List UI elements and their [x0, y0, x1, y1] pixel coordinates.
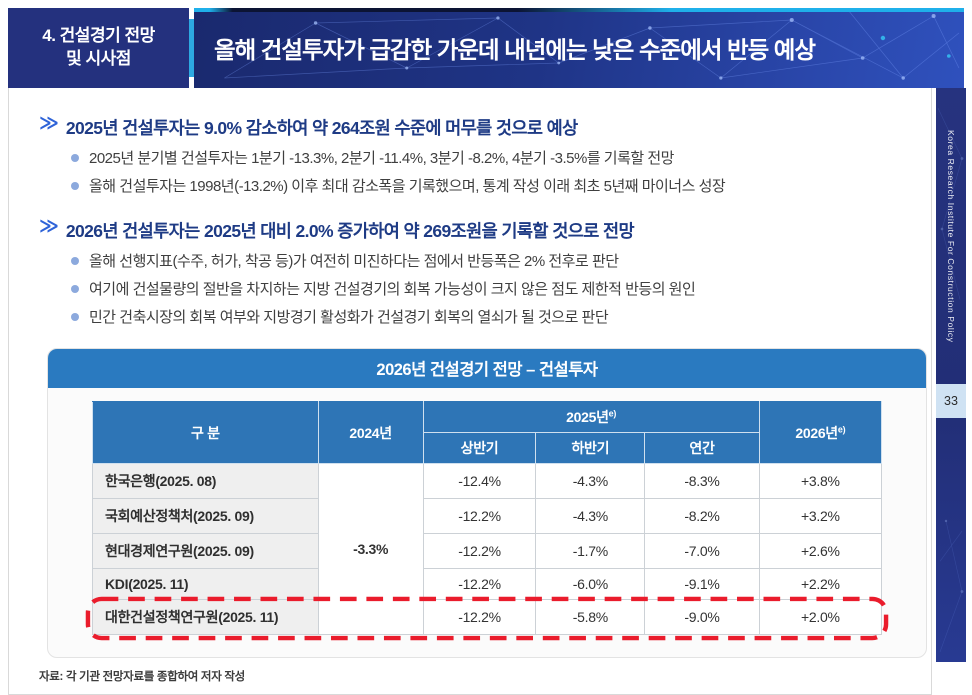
value-cell: -8.2%	[644, 498, 760, 534]
page-number-badge: 33	[936, 384, 966, 418]
value-cell: -12.2%	[422, 498, 537, 534]
col-header-2026: 2026년e)	[758, 401, 883, 464]
section-title-line1: 4. 건설경기 전망	[42, 26, 155, 46]
org-cell: KDI(2025. 11)	[92, 568, 319, 600]
bullet-icon	[71, 257, 79, 265]
section-2026-forecast: ≫ 2026년 건설투자는 2025년 대비 2.0% 증가하여 약 269조원…	[39, 216, 923, 328]
header-banner: 올해 건설투자가 급감한 가운데 내년에는 낮은 수준에서 반등 예상	[194, 8, 964, 88]
bullet-item: 올해 건설투자는 1998년(-13.2%) 이후 최대 감소폭을 기록했으며,…	[71, 176, 923, 197]
main-content: ≫ 2025년 건설투자는 9.0% 감소하여 약 264조원 수준에 머무를 …	[8, 88, 932, 695]
section-heading: 2026년 건설투자는 2025년 대비 2.0% 증가하여 약 269조원을 …	[65, 221, 635, 241]
org-cell: 현대경제연구원(2025. 09)	[92, 533, 319, 569]
table-row-highlighted: 대한건설정책연구원(2025. 11) -12.2% -5.8% -9.0% +…	[92, 599, 883, 635]
org-cell: 대한건설정책연구원(2025. 11)	[92, 599, 319, 635]
bullet-item: 민간 건축시장의 회복 여부와 지방경기 활성화가 건설경기 회복의 열쇠가 될…	[71, 307, 923, 328]
col-header-2025-label: 2025년	[566, 409, 609, 425]
network-pattern-icon	[937, 108, 964, 653]
col-header-annual: 연간	[644, 432, 760, 464]
col-header-first-half: 상반기	[422, 432, 537, 464]
bullet-text: 올해 선행지표(수주, 허가, 착공 등)가 여전히 미진하다는 점에서 반등폭…	[89, 253, 619, 270]
value-cell: -7.0%	[644, 533, 760, 569]
value-cell: +2.6%	[758, 533, 883, 569]
bullet-item: 올해 선행지표(수주, 허가, 착공 등)가 여전히 미진하다는 점에서 반등폭…	[71, 251, 923, 272]
estimate-superscript: e)	[837, 423, 846, 434]
institute-name-vertical: Korea Research Institute For Constructio…	[946, 130, 956, 343]
value-cell: -4.3%	[535, 498, 646, 534]
value-cell: -9.1%	[644, 568, 760, 600]
bullet-item: 여기에 건설물량의 절반을 차지하는 지방 건설경기의 회복 가능성이 크지 않…	[71, 279, 923, 300]
slide: 4. 건설경기 전망 및 시사점	[8, 8, 966, 695]
value-cell: +3.8%	[758, 463, 883, 499]
value-cell: +2.0%	[758, 599, 883, 635]
forecast-table: 구 분 2024년 2025년e) 2026년e) 상반기 하반기 연간	[92, 401, 883, 635]
value-cell: -8.3%	[644, 463, 760, 499]
value-cell: -5.8%	[535, 599, 646, 635]
value-cell: -12.4%	[422, 463, 537, 499]
col-header-category: 구 분	[92, 401, 319, 464]
table-row: 현대경제연구원(2025. 09) -12.2% -1.7% -7.0% +2.…	[92, 533, 883, 569]
bullet-text: 민간 건축시장의 회복 여부와 지방경기 활성화가 건설경기 회복의 열쇠가 될…	[89, 309, 609, 326]
bullet-item: 2025년 분기별 건설투자는 1분기 -13.3%, 2분기 -11.4%, …	[71, 148, 923, 169]
page-number: 33	[944, 394, 958, 408]
source-note: 자료: 각 기관 전망자료를 종합하여 저자 작성	[39, 671, 245, 683]
table-title: 2026년 건설경기 전망 – 건설투자	[48, 349, 926, 388]
bullet-text: 올해 건설투자는 1998년(-13.2%) 이후 최대 감소폭을 기록했으며,…	[89, 178, 726, 195]
section-title-line2: 및 시사점	[66, 49, 131, 68]
estimate-superscript: e)	[608, 408, 617, 419]
value-cell: -12.2%	[422, 599, 537, 635]
double-chevron-icon: ≫	[39, 216, 59, 237]
section-heading: 2025년 건설투자는 9.0% 감소하여 약 264조원 수준에 머무를 것으…	[65, 118, 578, 138]
slide-title: 올해 건설투자가 급감한 가운데 내년에는 낮은 수준에서 반등 예상	[214, 37, 816, 63]
bullet-icon	[71, 154, 79, 162]
section-title-box: 4. 건설경기 전망 및 시사점	[8, 8, 189, 88]
header: 4. 건설경기 전망 및 시사점	[8, 8, 964, 88]
network-pattern-icon	[224, 8, 960, 80]
bullet-icon	[71, 285, 79, 293]
col-header-2025: 2025년e)	[422, 401, 760, 433]
value-cell: -12.2%	[422, 568, 537, 600]
table-row: 한국은행(2025. 08) -3.3% -12.4% -4.3% -8.3% …	[92, 463, 883, 635]
header-divider	[189, 19, 194, 77]
org-cell: 한국은행(2025. 08)	[92, 463, 319, 499]
value-cell: +3.2%	[758, 498, 883, 534]
value-cell: +2.2%	[758, 568, 883, 600]
org-cell: 국회예산정책처(2025. 09)	[92, 498, 319, 534]
value-cell: -6.0%	[535, 568, 646, 600]
value-2024-merged-cell: -3.3%	[317, 463, 424, 635]
value-cell: -4.3%	[535, 463, 646, 499]
bullet-icon	[71, 182, 79, 190]
double-chevron-icon: ≫	[39, 113, 59, 134]
section-2025-forecast: ≫ 2025년 건설투자는 9.0% 감소하여 약 264조원 수준에 머무를 …	[39, 113, 923, 197]
bullet-text: 2025년 분기별 건설투자는 1분기 -13.3%, 2분기 -11.4%, …	[89, 150, 674, 167]
col-header-second-half: 하반기	[535, 432, 646, 464]
table-row: KDI(2025. 11) -12.2% -6.0% -9.1% +2.2%	[92, 568, 883, 600]
table-row: 국회예산정책처(2025. 09) -12.2% -4.3% -8.2% +3.…	[92, 498, 883, 534]
col-header-2026-label: 2026년	[795, 424, 838, 441]
value-cell: -9.0%	[644, 599, 760, 635]
right-sidebar: Korea Research Institute For Constructio…	[936, 88, 966, 662]
bullet-text: 여기에 건설물량의 절반을 차지하는 지방 건설경기의 회복 가능성이 크지 않…	[89, 281, 696, 298]
value-cell: -1.7%	[535, 533, 646, 569]
forecast-table-card: 2026년 건설경기 전망 – 건설투자 구 분 2024년 2025년e) 2…	[47, 348, 927, 658]
bullet-icon	[71, 313, 79, 321]
value-cell: -12.2%	[422, 533, 537, 569]
col-header-2024: 2024년	[317, 401, 424, 464]
